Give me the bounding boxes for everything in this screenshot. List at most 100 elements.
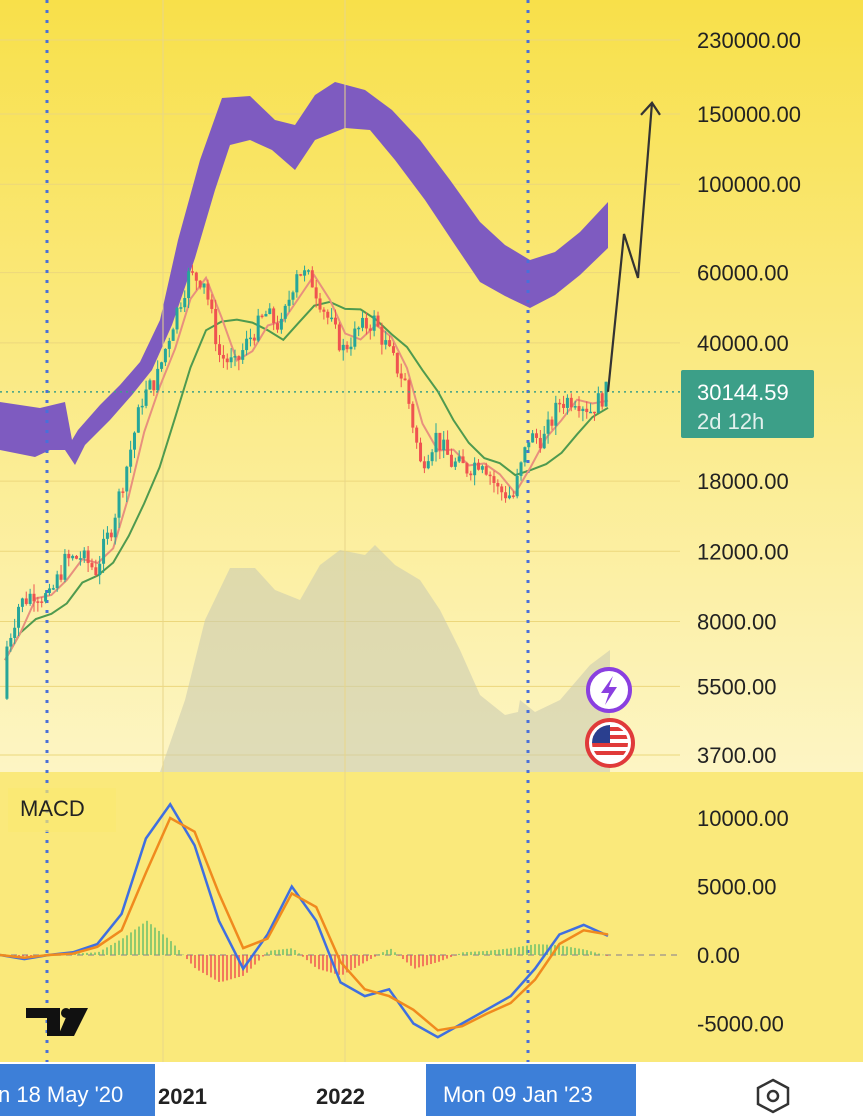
candle-body [218,344,222,355]
macd-histogram-bar [446,955,448,959]
macd-histogram-bar [86,952,88,955]
macd-histogram-bar [458,953,460,955]
macd-histogram-bar [218,955,220,982]
candle-body [268,308,272,314]
candle-body [534,433,538,438]
macd-histogram-bar [506,948,508,955]
candle-body [252,337,256,341]
macd-histogram-bar [570,947,572,955]
macd-histogram-bar [270,950,272,955]
macd-histogram-bar [298,953,300,955]
macd-histogram-bar [422,955,424,967]
candle-body [175,307,179,330]
highlight-date-start-box[interactable] [0,1064,155,1116]
candle-body [17,606,21,628]
macd-histogram-bar [562,945,564,955]
macd-histogram-bar [510,948,512,955]
lightning-icon[interactable] [586,667,632,713]
macd-histogram-bar [254,955,256,965]
price-axis: 230000.00 150000.00 100000.00 60000.00 40000… [697,28,801,768]
macd-histogram-bar [282,949,284,955]
candle-body [326,311,330,318]
macd-histogram-bar [130,932,132,955]
macd-histogram-bar [598,953,600,955]
macd-histogram-bar [18,955,20,957]
candle-body [507,495,511,499]
candle-body [129,449,133,467]
macd-histogram-bar [266,952,268,955]
price-axis-label: 3700.00 [697,743,777,768]
macd-histogram-bar [158,930,160,955]
candle-body [380,326,384,345]
macd-axis-label: -5000.00 [697,1012,784,1037]
candle-body [438,432,442,451]
tradingview-logo [26,1008,88,1036]
macd-histogram-bar [558,945,560,955]
macd-histogram-bar [590,951,592,955]
candle-body [63,553,67,580]
highlight-date-end-box[interactable] [426,1064,636,1116]
macd-histogram-bar [450,955,452,958]
candle-body [461,456,465,464]
macd-histogram-bar [494,950,496,955]
macd-histogram-bar [586,950,588,955]
macd-histogram-bar [518,946,520,955]
candle-body [202,283,206,288]
candle-body [542,433,546,449]
candle-body [314,287,318,299]
macd-histogram-bar [474,951,476,955]
candle-body [190,271,194,273]
candle-body [581,408,585,412]
candle-body [569,397,573,408]
us-flag-icon[interactable] [585,718,635,768]
macd-histogram-bar [430,955,432,965]
candle-body [148,380,152,390]
volume-area [160,545,610,772]
candle-body [558,402,562,405]
macd-histogram-bar [350,955,352,971]
macd-axis-label: 10000.00 [697,806,789,831]
candle-body [71,555,75,559]
candle-body [291,292,295,300]
candle-body [51,588,55,590]
candle-body [596,393,600,413]
candle-body [125,466,129,492]
candle-body [13,627,17,638]
candle-body [372,315,376,331]
candle-body [260,315,264,318]
macd-axis-label: 5000.00 [697,875,777,900]
macd-histogram-bar [26,955,28,957]
time-label-2022: 2022 [316,1084,365,1109]
macd-histogram-bar [194,955,196,969]
candle-body [171,329,175,341]
macd-histogram-bar [302,955,304,957]
macd-axis: 10000.00 5000.00 0.00 -5000.00 [697,806,789,1037]
macd-histogram-bar [318,955,320,970]
macd-histogram-bar [602,954,604,956]
macd-histogram-bar [498,949,500,955]
macd-histogram-bar [426,955,428,966]
macd-histogram-bar [482,951,484,955]
candle-body [330,317,334,320]
macd-histogram-bar [206,955,208,976]
candle-body [600,393,604,407]
candle-body [303,270,307,276]
candle-body [415,427,419,443]
macd-histogram-bar [106,947,108,955]
macd-histogram-bar [182,954,184,956]
macd-histogram-bar [330,955,332,973]
candle-body [484,466,488,475]
candle-body [419,442,423,462]
settings-icon[interactable] [756,1078,790,1114]
macd-histogram-bar [394,952,396,955]
candle-body [361,317,365,328]
candle-body [422,461,426,469]
macd-histogram-bar [78,953,80,955]
macd-histogram-bar [166,937,168,955]
macd-histogram-bar [134,929,136,955]
candle-body [55,574,59,589]
candle-body [430,452,434,462]
macd-histogram-bar [14,955,16,956]
macd-histogram-bar [90,952,92,955]
